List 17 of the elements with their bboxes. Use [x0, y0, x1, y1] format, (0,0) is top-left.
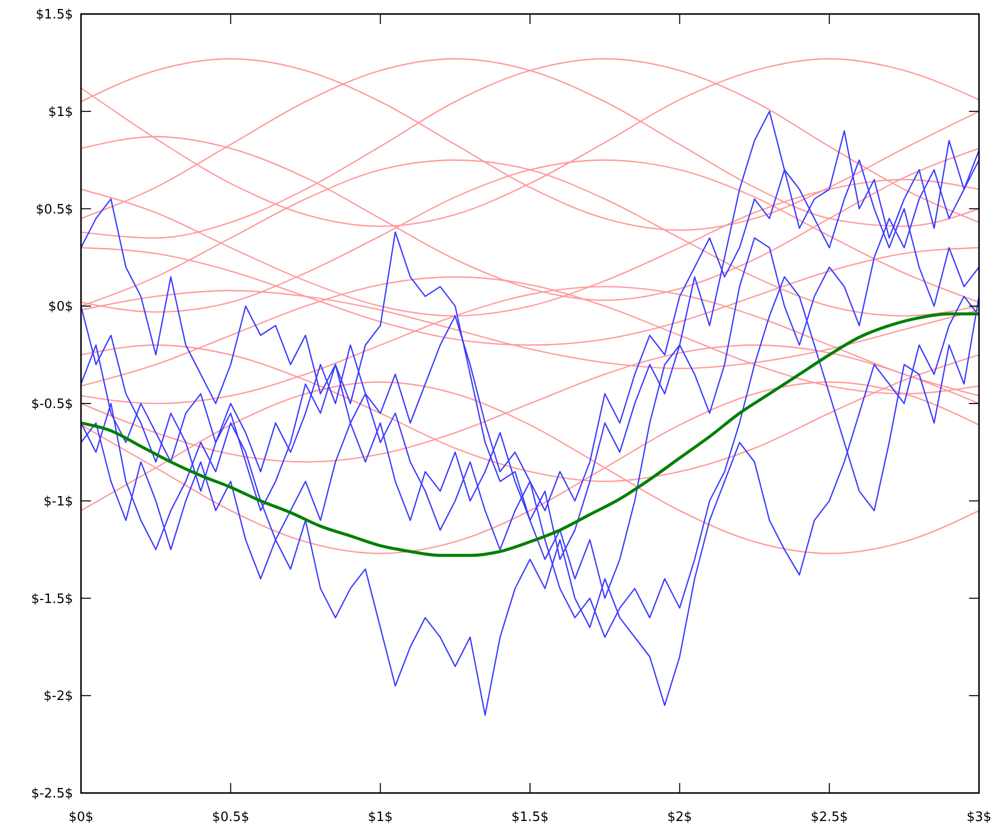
x-tick-label: $0.5$ — [212, 810, 250, 825]
line-series — [81, 312, 979, 557]
x-tick-label: $1$ — [368, 810, 393, 825]
y-tick-label: $-1.5$ — [31, 592, 73, 607]
y-tick-label: $-0.5$ — [31, 397, 73, 412]
x-tick-label: $3$ — [966, 810, 992, 825]
y-tick-label: $-2$ — [43, 689, 73, 704]
x-tick-label: $2$ — [667, 810, 692, 825]
y-tick-label: $1.5$ — [36, 8, 73, 23]
x-tick-label: $0$ — [68, 810, 94, 825]
y-tick-label: $0$ — [48, 300, 73, 315]
y-tick-label: $0.5$ — [36, 202, 73, 218]
y-tick-label: $-1$ — [43, 494, 73, 510]
x-tick-label: $1.5$ — [511, 810, 549, 825]
x-tick-label: $2.5$ — [810, 810, 848, 825]
y-tick-label: $1$ — [48, 104, 73, 120]
y-tick-label: $-2.5$ — [31, 786, 73, 802]
